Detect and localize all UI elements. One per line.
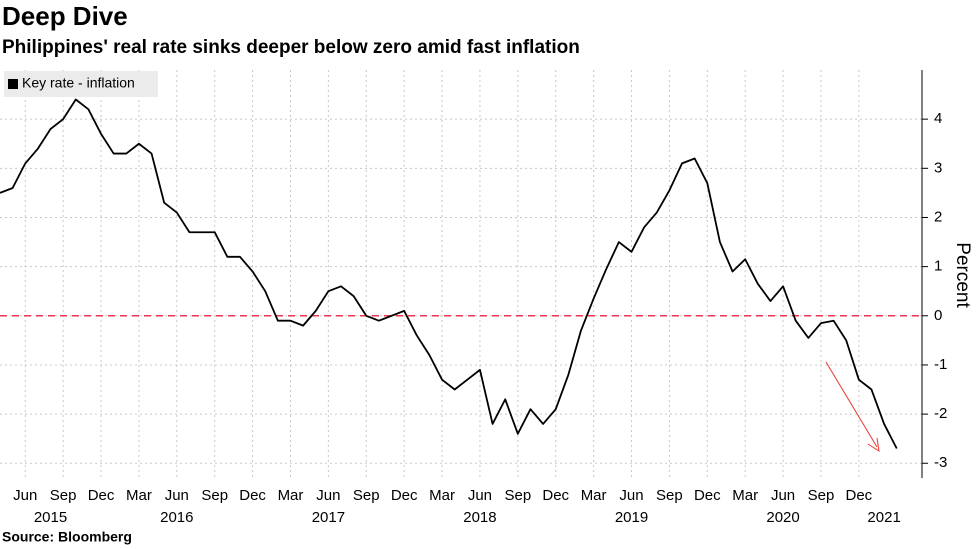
y-axis-label: Percent [952,242,973,308]
x-tick-label: Sep [353,487,380,504]
x-tick-label: Jun [165,487,189,504]
x-tick-label: Sep [504,487,531,504]
x-tick-label: Jun [619,487,643,504]
legend-box [4,71,158,97]
x-year-label: 2015 [34,509,67,526]
x-tick-label: Dec [391,487,418,504]
legend-label: Key rate - inflation [22,75,135,91]
x-tick-label: Sep [656,487,683,504]
x-tick-label: Sep [50,487,77,504]
y-tick-label: 3 [934,159,942,176]
x-tick-label: Jun [13,487,37,504]
x-tick-label: Dec [542,487,569,504]
legend-swatch [8,79,18,89]
x-tick-label: Mar [429,487,455,504]
y-tick-label: 2 [934,208,942,225]
grid [0,70,922,478]
x-tick-label: Jun [316,487,340,504]
x-tick-label: Jun [468,487,492,504]
y-tick-label: -2 [934,405,947,422]
x-tick-label: Dec [694,487,721,504]
x-year-label: 2017 [312,509,345,526]
x-year-label: 2021 [867,509,900,526]
x-year-label: 2016 [160,509,193,526]
x-tick-label: Dec [88,487,115,504]
x-year-label: 2019 [615,509,648,526]
x-tick-label: Sep [808,487,835,504]
x-year-label: 2020 [766,509,799,526]
plot [0,98,922,449]
x-year-label: 2018 [463,509,496,526]
y-tick-label: -1 [934,356,947,373]
annotation-arrow [825,361,878,448]
annotation-arrowhead [867,437,880,453]
x-tick-label: Mar [126,487,152,504]
line-series [0,98,898,449]
y-tick-label: -3 [934,454,947,471]
x-tick-label: Sep [201,487,228,504]
y-tick-label: 1 [934,258,942,275]
x-tick-label: Mar [278,487,304,504]
x-tick-label: Mar [581,487,607,504]
source: Source: Bloomberg [2,529,132,545]
x-tick-label: Mar [732,487,758,504]
x-tick-label: Dec [239,487,266,504]
y-tick-label: 4 [934,110,942,127]
x-tick-label: Dec [846,487,873,504]
legend: Key rate - inflation [4,71,158,97]
chart-title: Deep Dive [2,1,128,31]
y-tick-label: 0 [934,307,942,324]
chart-subtitle: Philippines' real rate sinks deeper belo… [2,37,580,58]
x-tick-label: Jun [771,487,795,504]
